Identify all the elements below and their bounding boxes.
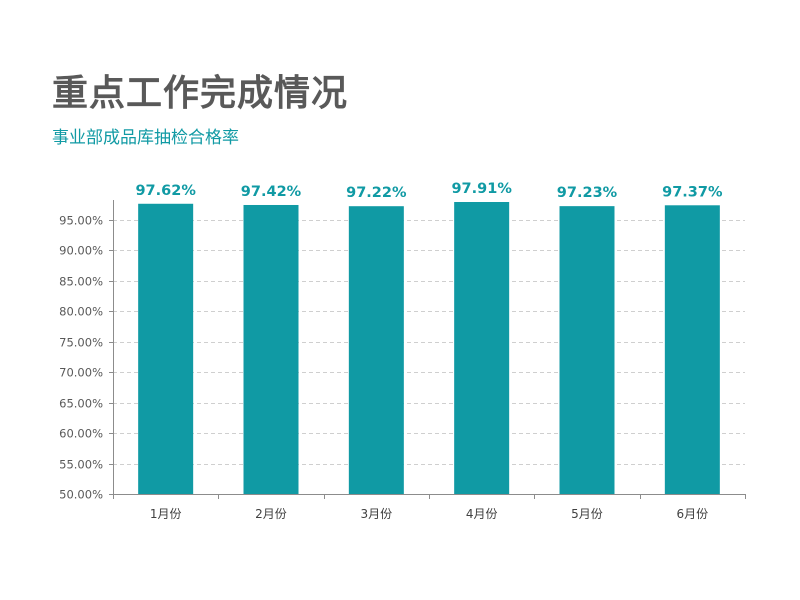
y-tick-label: 75.00% <box>59 336 103 350</box>
x-tick-label: 1月份 <box>150 507 182 521</box>
data-label: 97.23% <box>557 185 618 201</box>
page-title: 重点工作完成情况 <box>52 73 349 114</box>
data-label: 97.62% <box>135 183 196 199</box>
x-tick-label: 5月份 <box>571 507 603 521</box>
data-label: 97.37% <box>662 184 723 200</box>
y-tick-label: 70.00% <box>59 366 103 380</box>
y-tick-label: 95.00% <box>59 214 103 228</box>
labels: 50.00% 55.00% 60.00% 65.00% 70.00% 75.00% 80.0… <box>59 181 723 521</box>
gridlines <box>113 220 745 465</box>
y-tick-label: 55.00% <box>59 458 103 472</box>
x-tick-label: 6月份 <box>677 507 709 521</box>
data-label: 97.42% <box>241 184 302 200</box>
data-label: 97.91% <box>451 181 512 197</box>
y-tick-label: 50.00% <box>59 488 103 502</box>
data-label: 97.22% <box>346 185 407 201</box>
x-tick-label: 3月份 <box>361 507 393 521</box>
bar <box>454 202 510 494</box>
bar <box>664 205 720 494</box>
y-tick-label: 80.00% <box>59 305 103 319</box>
bar <box>348 206 404 494</box>
bar <box>243 204 299 494</box>
y-tick-label: 85.00% <box>59 275 103 289</box>
axes <box>109 200 746 499</box>
y-tick-label: 60.00% <box>59 427 103 441</box>
bar <box>559 206 615 494</box>
bar <box>138 203 194 494</box>
bars <box>138 202 720 494</box>
x-tick-label: 4月份 <box>466 507 498 521</box>
y-tick-label: 65.00% <box>59 397 103 411</box>
x-tick-label: 2月份 <box>255 507 287 521</box>
y-tick-label: 90.00% <box>59 244 103 258</box>
page-subtitle: 事业部成品库抽检合格率 <box>52 128 239 148</box>
